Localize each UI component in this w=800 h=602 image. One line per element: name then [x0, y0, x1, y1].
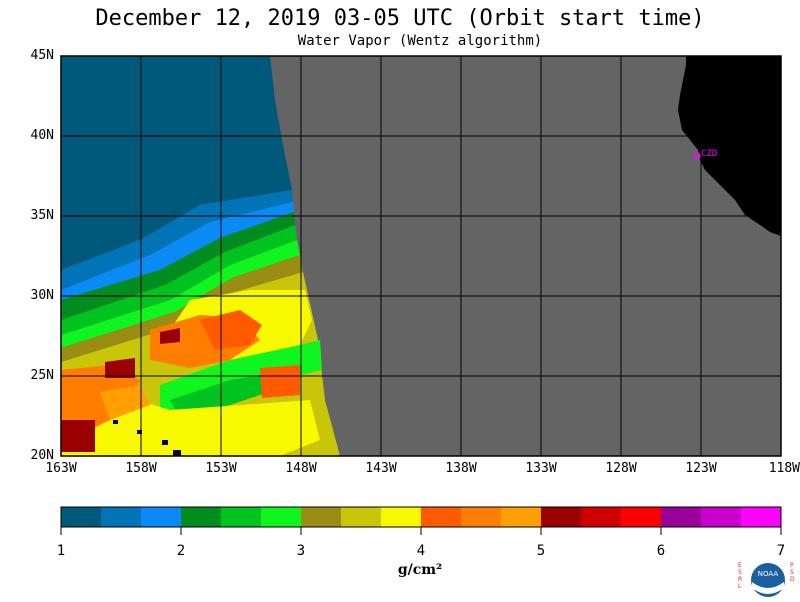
- band-3: [61, 202, 294, 300]
- colorbar-swatch: [661, 507, 702, 527]
- colorbar-swatch: [621, 507, 662, 527]
- lon-label: 153W: [205, 461, 237, 476]
- lon-label: 148W: [285, 461, 317, 476]
- colorbar-swatch: [461, 507, 502, 527]
- island: [137, 430, 142, 434]
- colorbar-label: 7: [776, 543, 786, 559]
- lat-label: 35N: [30, 208, 54, 223]
- colorbar-swatch: [541, 507, 582, 527]
- colorbar-swatch: [501, 507, 542, 527]
- lon-label: 128W: [605, 461, 637, 476]
- colorbar-label: 5: [536, 543, 546, 559]
- band-5: [61, 225, 297, 335]
- island: [113, 420, 118, 424]
- colorbar: [60, 506, 782, 535]
- band-19: [105, 358, 135, 378]
- lon-label: 158W: [125, 461, 157, 476]
- lon-label: 143W: [365, 461, 397, 476]
- lat-label: 45N: [30, 48, 54, 63]
- lon-label: 163W: [45, 461, 77, 476]
- colorbar-swatch: [581, 507, 622, 527]
- lon-label: 118W: [768, 461, 800, 476]
- colorbar-swatch: [381, 507, 422, 527]
- band-11: [200, 310, 262, 350]
- colorbar-swatch: [61, 507, 102, 527]
- colorbar-swatch: [181, 507, 222, 527]
- station-label: CZD: [701, 149, 717, 159]
- colorbar-swatch: [421, 507, 462, 527]
- band-18: [61, 420, 95, 452]
- colorbar-swatch: [741, 507, 782, 527]
- map-title: December 12, 2019 03-05 UTC (Orbit start…: [95, 6, 705, 31]
- map-subtitle: Water Vapor (Wentz algorithm): [297, 33, 543, 49]
- band-4: [61, 212, 295, 320]
- band-2: [61, 190, 293, 290]
- colorbar-label: 1: [56, 543, 66, 559]
- band-20: [160, 328, 180, 344]
- band-13: [170, 372, 290, 418]
- island: [173, 450, 181, 456]
- band-7: [61, 255, 303, 362]
- lon-label: 133W: [525, 461, 557, 476]
- colorbar-swatch: [261, 507, 302, 527]
- lat-label: 30N: [30, 288, 54, 303]
- band-16: [100, 385, 150, 420]
- colorbar-swatch: [221, 507, 262, 527]
- lat-label: 40N: [30, 128, 54, 143]
- band-17: [260, 365, 300, 398]
- colorbar-label: 6: [656, 543, 666, 559]
- colorbar-label: 4: [416, 543, 426, 559]
- lon-label: 138W: [445, 461, 477, 476]
- colorbar-swatch: [101, 507, 142, 527]
- colorbar-label: 2: [176, 543, 186, 559]
- band-6: [61, 240, 300, 348]
- colorbar-label: 3: [296, 543, 306, 559]
- lon-label: 123W: [685, 461, 717, 476]
- colorbar-swatch: [341, 507, 382, 527]
- map-field: [61, 56, 781, 456]
- colorbar-units: g/cm²: [397, 562, 443, 578]
- colorbar-swatch: [701, 507, 742, 527]
- island: [162, 440, 168, 445]
- station-marker: [693, 152, 701, 160]
- colorbar-swatch: [301, 507, 342, 527]
- svg-text:NOAA: NOAA: [758, 570, 779, 578]
- land-mass: [678, 56, 781, 236]
- lat-label: 25N: [30, 368, 54, 383]
- lat-label: 20N: [30, 448, 54, 463]
- map-border: [60, 55, 782, 457]
- colorbar-swatch: [141, 507, 182, 527]
- grid-lines: [61, 56, 781, 456]
